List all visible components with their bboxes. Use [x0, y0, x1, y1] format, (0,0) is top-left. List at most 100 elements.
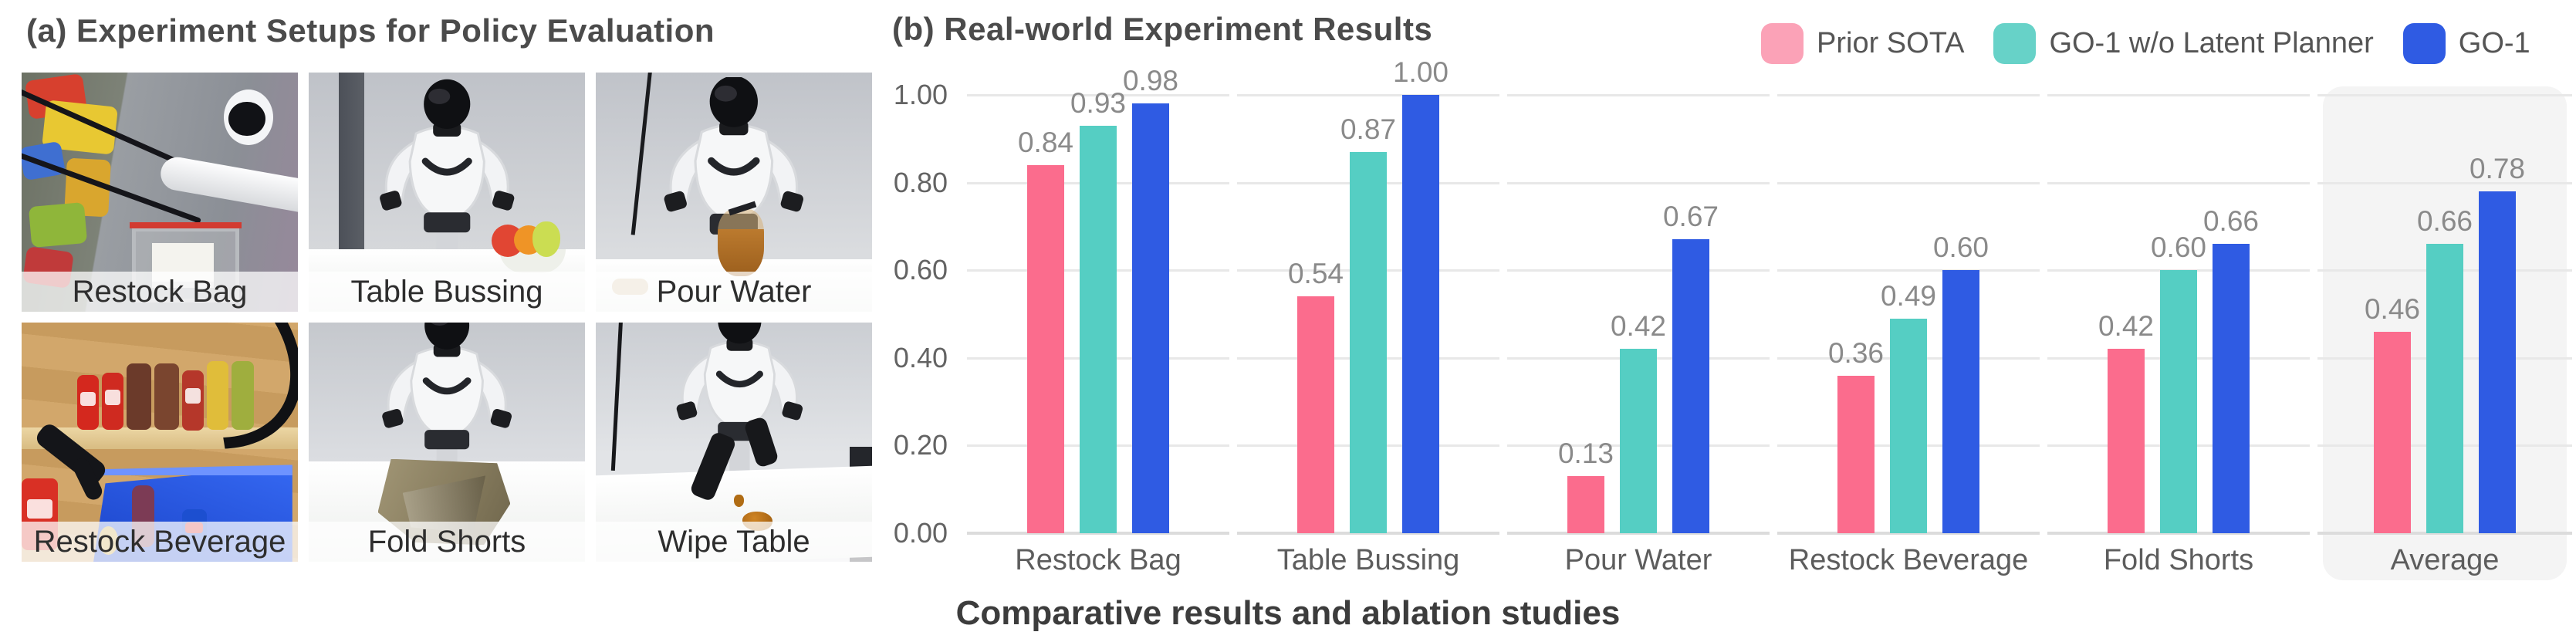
x-axis-baseline [2047, 532, 2310, 535]
setup-photo-restock-beverage: Restock Beverage [22, 323, 298, 562]
robot-head [223, 89, 273, 145]
bar-value-label: 0.36 [1827, 337, 1884, 369]
bar-go-1 [1672, 239, 1709, 533]
y-axis-tick-label: 1.00 [893, 79, 948, 110]
category-label: Fold Shorts [2103, 544, 2254, 576]
bar-value-label: 0.66 [2202, 205, 2259, 237]
bar-prior-sota [2108, 349, 2145, 533]
category-label: Average [2390, 544, 2500, 576]
legend-label: Prior SOTA [1817, 27, 1965, 59]
legend-item-go1-wo-latent-planner: GO-1 w/o Latent Planner [1993, 23, 2374, 64]
category-label: Restock Beverage [1788, 544, 2029, 576]
robot-arm [157, 154, 298, 216]
panel-b-title: (b) Real-world Experiment Results [892, 11, 1433, 47]
legend-label: GO-1 w/o Latent Planner [2049, 27, 2374, 59]
bar-value-label: 0.54 [1287, 258, 1344, 289]
bar-value-label: 0.84 [1017, 127, 1073, 158]
setup-label: Fold Shorts [309, 522, 585, 562]
legend-item-go1: GO-1 [2402, 23, 2530, 64]
bar-value-label: 0.49 [1880, 280, 1936, 312]
can-label [105, 390, 121, 405]
bar-go-1-w-o-latent-planner [1080, 126, 1117, 533]
legend-swatch-prior-sota [1761, 23, 1804, 64]
bar-value-label: 0.60 [2150, 231, 2206, 263]
grid-line [1507, 181, 1770, 184]
grid-line [2047, 181, 2310, 184]
chart-legend: Prior SOTA GO-1 w/o Latent Planner GO-1 [1761, 23, 2530, 64]
y-axis-tick-label: 0.80 [893, 166, 948, 198]
bar-value-label: 1.00 [1392, 56, 1449, 88]
bar-value-label: 0.67 [1662, 201, 1719, 232]
setup-label: Restock Bag [22, 272, 298, 312]
bar-go-1 [1942, 270, 1979, 533]
setup-photo-fold-shorts: Fold Shorts [309, 323, 585, 562]
robot-visor [228, 101, 265, 137]
robot-illustration [657, 323, 823, 475]
experiment-setup-grid: Restock Bag Table Bussing Pour Water [22, 73, 872, 562]
fruit-pear [532, 221, 560, 257]
grid-line [2047, 94, 2310, 96]
bar-value-label: 0.42 [2098, 310, 2154, 342]
bar-value-label: 0.93 [1070, 87, 1126, 119]
bar-prior-sota [1027, 165, 1064, 533]
category-label: Pour Water [1564, 544, 1712, 576]
bar-go-1 [1132, 103, 1169, 533]
beverage-bottle [154, 363, 180, 431]
x-axis-baseline [1507, 532, 1770, 535]
snack-bag-green [28, 201, 87, 248]
beverage-can [76, 375, 100, 431]
setup-photo-table-bussing: Table Bussing [309, 73, 585, 312]
beverage-can [181, 370, 205, 431]
bar-go-1 [2213, 244, 2250, 533]
setup-label: Table Bussing [309, 272, 585, 312]
bar-value-label: 0.87 [1340, 113, 1396, 145]
can-label [184, 388, 201, 404]
legend-swatch-go1 [2402, 23, 2446, 64]
category-label: Restock Bag [1015, 544, 1182, 576]
beverage-bottle [232, 360, 254, 431]
grid-line [2317, 181, 2572, 184]
crate-edge [93, 465, 292, 476]
beverage-bottle [127, 363, 152, 431]
bar-value-label: 0.98 [1122, 65, 1178, 96]
y-axis-tick-label: 0.00 [893, 517, 948, 549]
bar-go-1-w-o-latent-planner [1350, 152, 1387, 533]
can-label [26, 499, 52, 519]
bar-prior-sota [1567, 476, 1604, 533]
grid-line [1777, 269, 2040, 272]
bar-go-1 [2479, 191, 2516, 533]
water-kettle [717, 208, 765, 276]
bar-value-label: 0.78 [2469, 153, 2525, 184]
grid-line [1507, 94, 1770, 96]
grid-line [2317, 94, 2572, 96]
y-axis-tick-label: 0.20 [893, 429, 948, 461]
setup-label: Restock Beverage [22, 522, 298, 562]
bar-value-label: 0.42 [1610, 310, 1666, 342]
beverage-can [101, 373, 124, 431]
can-label [79, 391, 96, 407]
beverage-bottle [206, 360, 229, 431]
bar-value-label: 0.46 [2364, 293, 2420, 325]
liquid-drop [734, 495, 744, 507]
setup-photo-pour-water: Pour Water [596, 73, 872, 312]
camera-stand [610, 323, 624, 471]
bar-go-1-w-o-latent-planner [1890, 319, 1927, 533]
x-axis-baseline [967, 532, 1229, 535]
grid-line [1507, 269, 1770, 272]
bar-go-1-w-o-latent-planner [1620, 349, 1657, 533]
category-label: Table Bussing [1276, 544, 1460, 576]
setup-photo-wipe-table: Wipe Table [596, 323, 872, 562]
bar-prior-sota [2374, 332, 2411, 533]
x-axis-baseline [2317, 532, 2572, 535]
bar-go-1-w-o-latent-planner [2426, 244, 2463, 533]
y-axis-tick-label: 0.40 [893, 341, 948, 373]
legend-swatch-go1-wo-latent-planner [1993, 23, 2037, 64]
bar-prior-sota [1837, 376, 1875, 533]
bar-value-label: 0.60 [1932, 231, 1989, 263]
grid-line [1237, 94, 1499, 96]
legend-item-prior-sota: Prior SOTA [1761, 23, 1964, 64]
camera-stand [630, 73, 653, 235]
bar-go-1 [1402, 95, 1439, 533]
bar-prior-sota [1297, 296, 1334, 533]
